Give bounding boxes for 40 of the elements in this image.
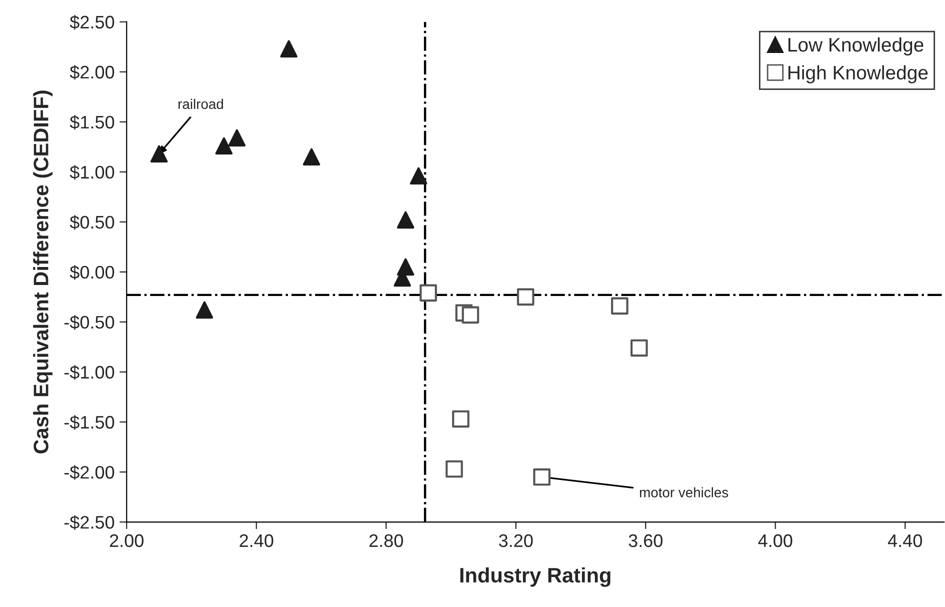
point <box>630 339 648 357</box>
x-tick-label: 3.20 <box>499 534 533 548</box>
annotation: motor vehicles <box>640 487 728 498</box>
point <box>420 284 437 302</box>
y-tick-label: $2.50 <box>70 15 114 30</box>
y-tick-label: -$0.50 <box>64 315 114 330</box>
annotation: railroad <box>178 98 223 110</box>
y-tick-label: $0.00 <box>70 265 114 280</box>
y-tick-label: $1.50 <box>70 115 114 130</box>
y-tick-label: $0.50 <box>70 215 114 230</box>
y-tick-label: -$1.00 <box>64 365 114 380</box>
point <box>533 468 550 486</box>
legend-label: High Knowledge <box>788 65 928 84</box>
x-tick-label: 2.00 <box>110 534 144 548</box>
y-tick-label: -$2.50 <box>64 515 114 530</box>
legend-label: Low Knowledge <box>788 37 924 56</box>
point <box>452 410 470 428</box>
point <box>462 306 480 324</box>
point <box>196 301 214 319</box>
point <box>396 211 414 229</box>
x-tick-label: 4.00 <box>758 534 792 548</box>
x-tick-label: 3.60 <box>628 534 662 548</box>
point <box>611 297 628 315</box>
point <box>302 148 320 166</box>
y-tick-label: $2.00 <box>70 65 114 80</box>
point <box>215 137 233 155</box>
point <box>280 40 298 58</box>
x-tick-label: 2.40 <box>240 534 274 548</box>
x-tick-label: 2.80 <box>369 534 403 548</box>
y-axis-title: Cash Equivalent Difference (CEDIFF) <box>33 90 53 454</box>
point <box>410 167 428 185</box>
point <box>446 460 463 478</box>
x-tick-label: 4.40 <box>888 534 922 548</box>
y-tick-label: -$2.00 <box>64 465 114 480</box>
x-axis-title: Industry Rating <box>460 567 610 587</box>
point <box>228 129 246 147</box>
y-tick-label: -$1.50 <box>64 415 114 430</box>
y-tick-label: $1.00 <box>70 165 114 180</box>
point <box>516 288 534 306</box>
point <box>150 145 168 163</box>
